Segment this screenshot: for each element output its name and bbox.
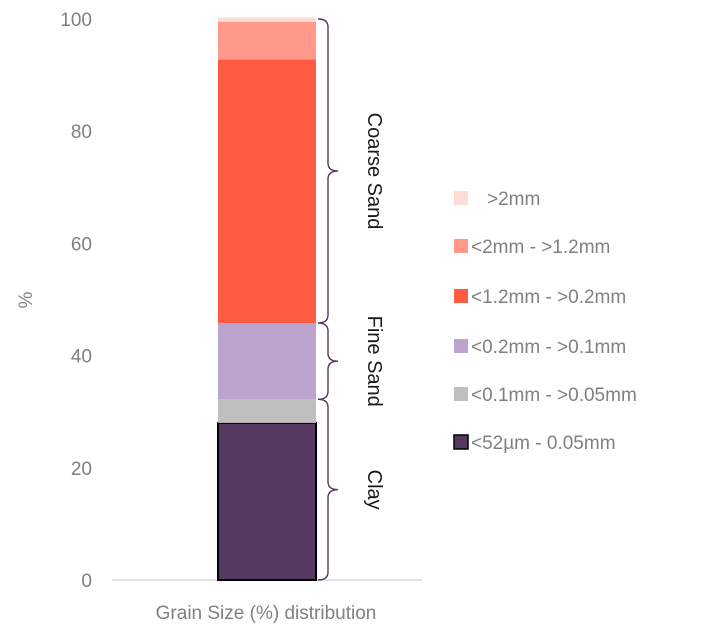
legend-swatch [454, 289, 468, 303]
y-tick-label: 60 [71, 234, 92, 255]
bracket [317, 398, 339, 581]
legend-label: <0.2mm - >0.1mm [471, 337, 626, 358]
bar-segment [218, 21, 316, 60]
bracket [317, 322, 339, 401]
bracket [317, 18, 339, 324]
bar-segment [218, 59, 316, 324]
stacked-bar [217, 17, 317, 582]
legend-label: >2mm [487, 189, 540, 210]
bar-segment [218, 323, 316, 400]
y-tick-label: 40 [71, 347, 92, 368]
legend-swatch [453, 434, 469, 450]
legend-label: <1.2mm - >0.2mm [471, 287, 626, 308]
bar-segment [218, 399, 316, 423]
legend-swatch [454, 387, 468, 401]
bar-segment [217, 421, 317, 582]
legend-label: <2mm - >1.2mm [471, 237, 610, 258]
legend-label: <52µm - 0.05mm [471, 433, 616, 454]
y-axis-ticks: 0 20 40 60 80 100 [60, 10, 92, 592]
y-tick-label: 80 [71, 122, 92, 143]
bracket-label: Coarse Sand [363, 113, 385, 230]
legend: >2mm <2mm - >1.2mm <1.2mm - >0.2mm <0.2mm -… [453, 189, 637, 454]
legend-label: <0.1mm - >0.05mm [471, 385, 637, 406]
legend-swatch [454, 339, 468, 353]
y-axis-title: % [16, 291, 37, 308]
y-tick-label: 0 [81, 571, 92, 592]
x-category-label: Grain Size (%) distribution [156, 603, 377, 624]
legend-swatch [454, 239, 468, 253]
y-tick-label: 100 [60, 10, 92, 31]
grain-class-brackets: Coarse Sand Fine Sand Clay [317, 18, 385, 581]
y-tick-label: 20 [71, 459, 92, 480]
legend-swatch [454, 191, 468, 205]
bar-segment [218, 17, 316, 22]
bracket-label: Fine Sand [363, 316, 385, 407]
bracket-label: Clay [363, 470, 385, 510]
